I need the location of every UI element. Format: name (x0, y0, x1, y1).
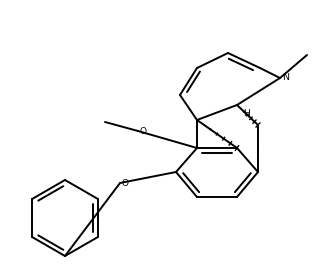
Text: O: O (121, 178, 128, 188)
Text: O: O (139, 126, 146, 136)
Text: N: N (282, 73, 289, 83)
Text: H: H (243, 109, 250, 117)
